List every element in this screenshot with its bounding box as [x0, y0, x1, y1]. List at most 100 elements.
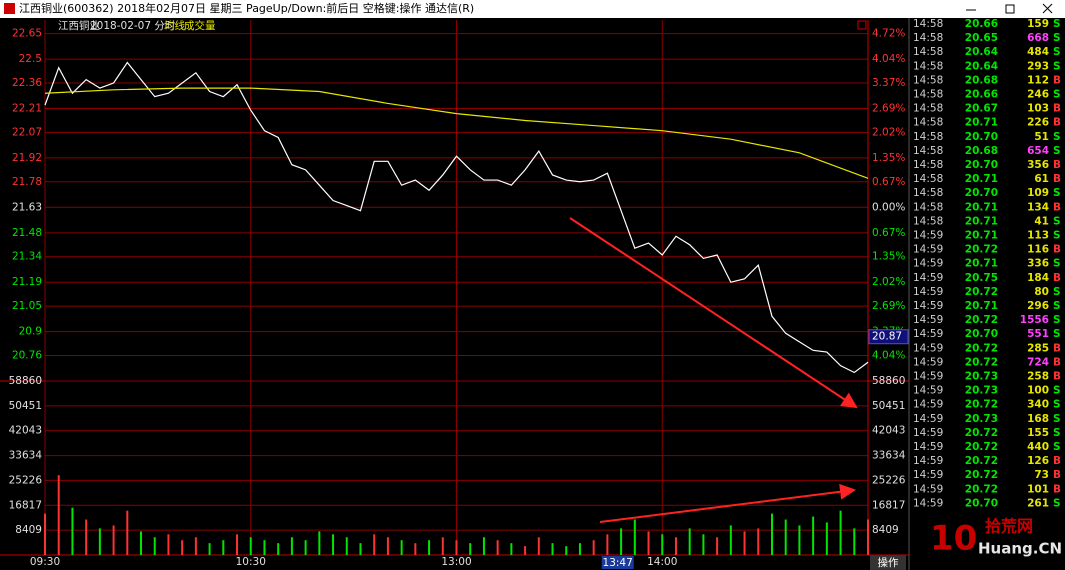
volume-bar	[400, 540, 403, 555]
action-button[interactable]	[870, 555, 906, 570]
tick-time: 14:59	[913, 497, 943, 509]
tick-price: 20.70	[965, 159, 998, 171]
action-label[interactable]: 操作	[878, 556, 899, 569]
volume-bar	[716, 537, 719, 555]
watermark-number: 10	[930, 519, 977, 559]
restore-button[interactable]	[1005, 4, 1015, 14]
tick-side: S	[1053, 187, 1061, 199]
y-tick-label: 8409	[872, 524, 899, 536]
tick-time: 14:58	[913, 74, 943, 86]
tick-price: 20.65	[965, 32, 998, 44]
x-tick-label: 10:30	[236, 556, 266, 568]
volume-bar	[482, 537, 485, 555]
volume-bar	[565, 546, 568, 555]
tick-side: B	[1053, 173, 1061, 185]
tick-price: 20.72	[965, 314, 998, 326]
tick-time: 14:59	[913, 371, 943, 383]
tick-time: 14:59	[913, 483, 943, 495]
box-icon	[857, 20, 867, 30]
tick-time: 14:58	[913, 60, 943, 72]
tick-time: 14:58	[913, 145, 943, 157]
legend-volume: 成交量	[184, 19, 216, 32]
tick-volume: 101	[1027, 483, 1049, 495]
tick-time: 14:58	[913, 18, 943, 30]
tick-volume: 296	[1027, 300, 1049, 312]
volume-bar	[441, 537, 444, 555]
tick-side: B	[1053, 483, 1061, 495]
volume-bar	[414, 543, 417, 555]
volume-bar	[194, 537, 197, 555]
tick-price: 20.71	[965, 300, 998, 312]
y-tick-label: 42043	[872, 425, 905, 437]
price-line	[44, 87, 869, 179]
tick-volume: 246	[1027, 89, 1049, 101]
title-bar	[0, 0, 1065, 18]
y-tick-label: 42043	[9, 425, 42, 437]
volume-bar	[455, 540, 458, 555]
tick-price: 20.70	[965, 131, 998, 143]
volume-bar	[633, 519, 636, 555]
tick-time: 14:58	[913, 117, 943, 129]
pct-tick-label: 2.02%	[872, 126, 905, 138]
volume-bar	[496, 540, 499, 555]
pct-tick-label: 4.72%	[872, 28, 905, 40]
tick-volume: 285	[1027, 342, 1049, 354]
volume-bar	[167, 534, 170, 555]
x-tick-label: 13:00	[441, 556, 471, 568]
tick-volume: 261	[1027, 497, 1049, 509]
volume-bar	[757, 528, 760, 555]
volume-bar	[537, 537, 540, 555]
tick-price: 20.72	[965, 441, 998, 453]
tick-price: 20.72	[965, 427, 998, 439]
volume-bar	[825, 522, 828, 555]
tick-volume: 668	[1027, 32, 1049, 44]
volume-bar	[71, 507, 74, 555]
tick-side: S	[1053, 258, 1061, 270]
tick-price: 20.66	[965, 89, 998, 101]
volume-bar	[318, 531, 321, 555]
tick-volume: 336	[1027, 258, 1049, 270]
tick-price: 20.72	[965, 483, 998, 495]
tick-price: 20.70	[965, 187, 998, 199]
y-tick-label: 22.5	[19, 53, 42, 65]
current-price-label: 20.87	[872, 331, 902, 343]
tick-time: 14:59	[913, 244, 943, 256]
tick-price: 20.72	[965, 399, 998, 411]
close-button[interactable]	[1042, 3, 1053, 14]
tick-volume: 293	[1027, 60, 1049, 72]
pct-tick-label: 0.67%	[872, 227, 905, 239]
volume-bar	[85, 519, 88, 555]
tick-volume: 356	[1027, 159, 1049, 171]
tick-price: 20.72	[965, 469, 998, 481]
volume-bar	[126, 510, 129, 555]
volume-bar	[236, 534, 239, 555]
volume-bar	[729, 525, 732, 555]
tick-side: B	[1053, 244, 1061, 256]
volume-bar	[222, 540, 225, 555]
cursor-label: 13:47	[603, 557, 633, 569]
tick-side: B	[1053, 469, 1061, 481]
volume-bar	[140, 531, 143, 555]
tick-price: 20.66	[965, 18, 998, 30]
y-tick-label: 21.19	[12, 276, 42, 288]
tick-side: S	[1053, 145, 1061, 157]
pct-tick-label: 2.02%	[872, 276, 905, 288]
tick-time: 14:59	[913, 258, 943, 270]
tick-side: S	[1053, 215, 1061, 227]
stock-name: 江西铜业	[58, 20, 100, 32]
pct-tick-label: 0.67%	[872, 176, 905, 188]
x-tick-label: 14:00	[647, 556, 677, 568]
y-tick-label: 25226	[872, 474, 906, 486]
watermark-en: Huang.CN	[978, 540, 1062, 558]
tick-price: 20.73	[965, 413, 998, 425]
tick-side: S	[1053, 427, 1061, 439]
tick-price: 20.71	[965, 215, 998, 227]
tick-time: 14:58	[913, 173, 943, 185]
pct-tick-label: 1.35%	[872, 152, 905, 164]
volume-bar	[867, 519, 869, 555]
tick-price: 20.72	[965, 455, 998, 467]
tick-side: B	[1053, 342, 1061, 354]
volume-bar	[57, 475, 60, 555]
tick-price: 20.71	[965, 230, 998, 242]
